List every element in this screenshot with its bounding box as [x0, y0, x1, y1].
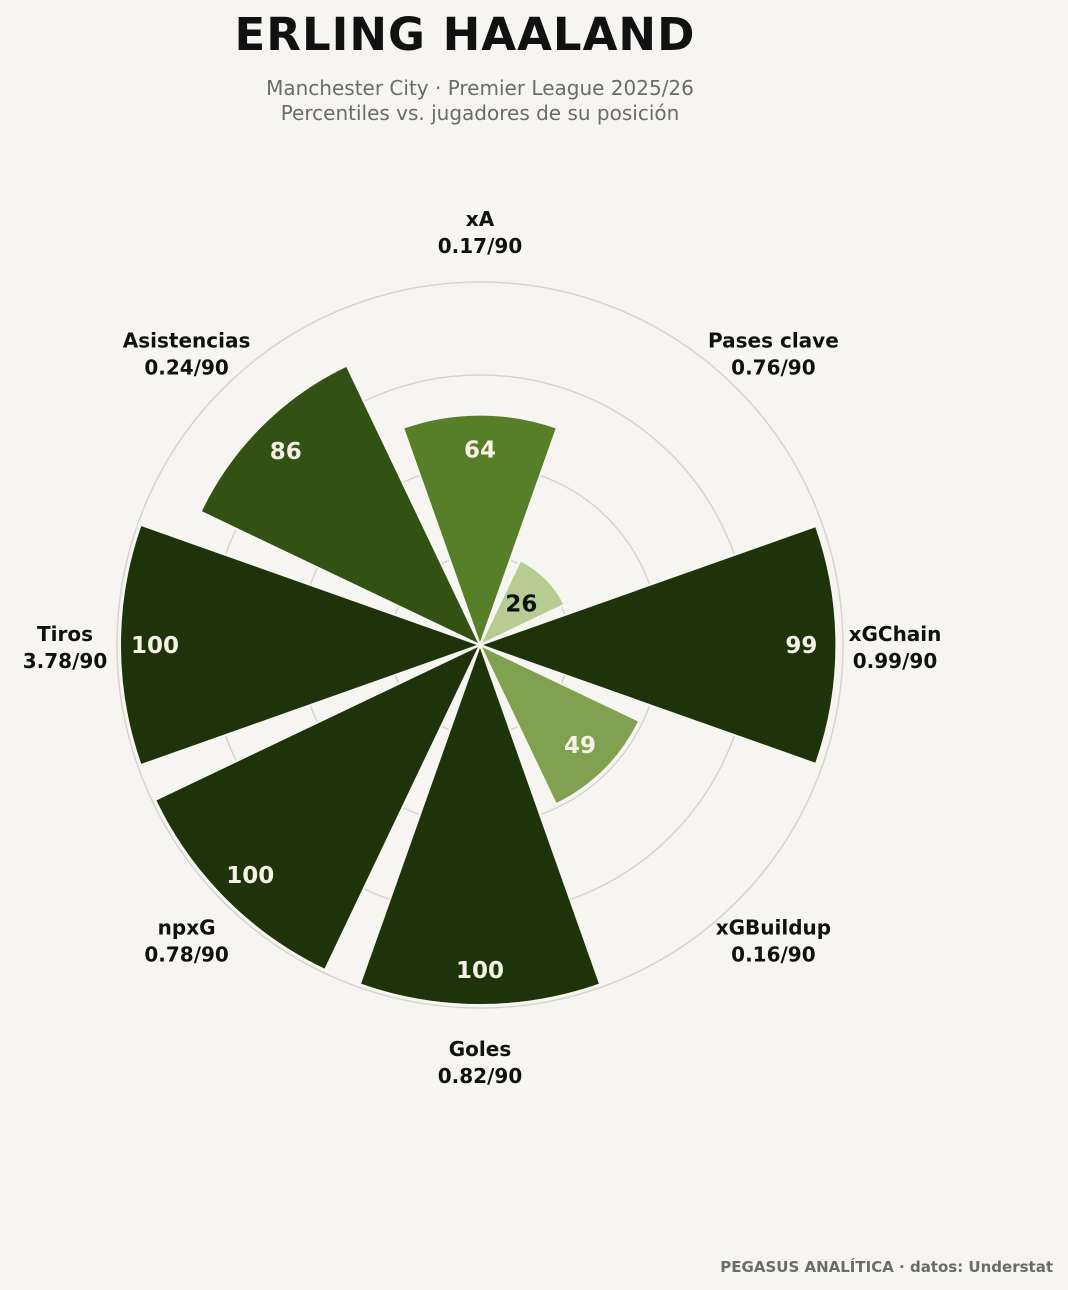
value-label-pases-clave: 26 [505, 592, 537, 618]
category-per90-value: 0.17/90 [438, 234, 522, 258]
value-label-layer: 64 26 99 49 100 100 100 86 [131, 438, 817, 984]
bar-pases-clave [477, 559, 566, 648]
chart-subtitle-team: Manchester City · Premier League 2025/26 [266, 76, 694, 100]
bar-xa [401, 413, 559, 648]
grid-ring-4 [116, 281, 844, 1009]
category-per90-value: 0.24/90 [144, 356, 228, 380]
category-label-asistencias: Asistencias 0.24/90 [123, 329, 251, 380]
category-name: xGChain [849, 622, 942, 646]
bar-goles [358, 642, 602, 1006]
chart-title: ERLING HAALAND [234, 8, 696, 61]
category-name: Pases clave [708, 329, 839, 353]
category-per90-value: 0.76/90 [731, 356, 815, 380]
category-per90-value: 0.82/90 [438, 1064, 522, 1088]
category-per90-value: 3.78/90 [23, 649, 107, 673]
category-label-goles: Goles 0.82/90 [438, 1037, 522, 1088]
category-per90-value: 0.16/90 [731, 942, 815, 966]
category-name: Goles [449, 1037, 511, 1061]
category-label-pases-clave: Pases clave 0.76/90 [708, 329, 839, 380]
footer-credit: PEGASUS ANALÍTICA · datos: Understat [720, 1258, 1053, 1276]
category-label-tiros: Tiros 3.78/90 [23, 622, 107, 673]
category-label-xgchain: xGChain 0.99/90 [849, 622, 942, 673]
bar-npxg [153, 642, 483, 972]
category-per90-value: 0.99/90 [853, 649, 937, 673]
category-per90-value: 0.78/90 [144, 942, 228, 966]
category-label-npxg: npxG 0.78/90 [144, 915, 228, 966]
value-label-xgchain: 99 [785, 633, 817, 659]
category-name: xA [466, 207, 495, 231]
value-label-tiros: 100 [131, 633, 179, 659]
category-name: npxG [158, 915, 216, 939]
bar-tiros [119, 523, 483, 767]
value-label-xa: 64 [464, 438, 496, 464]
bar-layer [119, 364, 838, 1006]
value-label-goles: 100 [456, 958, 504, 984]
category-name: Asistencias [123, 329, 251, 353]
category-label-xgbuildup: xGBuildup 0.16/90 [716, 915, 831, 966]
bar-xgbuildup [477, 642, 641, 806]
category-label-layer: xA 0.17/90 Pases clave 0.76/90 xGChain 0.99/9… [23, 207, 942, 1088]
category-label-xa: xA 0.17/90 [438, 207, 522, 258]
value-label-npxg: 100 [226, 863, 274, 889]
chart-subtitle-description: Percentiles vs. jugadores de su posición [280, 101, 680, 125]
bar-xgchain [477, 524, 838, 766]
value-label-xgbuildup: 49 [564, 733, 596, 759]
value-label-asistencias: 86 [270, 439, 302, 465]
bar-asistencias [199, 364, 483, 648]
category-name: Tiros [37, 622, 93, 646]
category-name: xGBuildup [716, 915, 831, 939]
